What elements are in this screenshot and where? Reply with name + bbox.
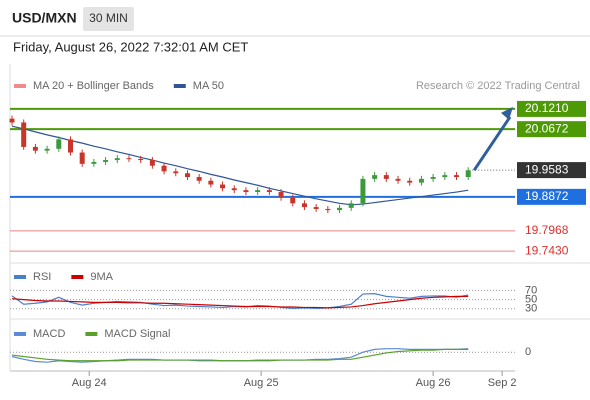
candle-body — [348, 203, 354, 208]
legend-label: MA 20 + Bollinger Bands — [33, 80, 154, 92]
level-label: 19.9583 — [525, 162, 569, 176]
legend-label: MACD Signal — [104, 328, 170, 340]
candle-body — [360, 178, 366, 204]
forecast-arrowhead — [501, 106, 513, 120]
level-label: 20.0672 — [525, 121, 569, 135]
candle-body — [173, 171, 179, 174]
candle-body — [138, 158, 144, 161]
candle-body — [337, 207, 343, 211]
level-box — [517, 162, 586, 179]
candle-body — [313, 207, 319, 209]
legend-swatch — [14, 84, 26, 88]
candle-body — [383, 175, 389, 179]
candle-body — [418, 178, 424, 183]
candle-body — [149, 160, 155, 166]
legend-swatch — [14, 275, 26, 279]
symbol: USD/MXN — [12, 10, 77, 26]
candle-body — [114, 158, 120, 161]
candle-body — [430, 176, 436, 179]
candle-body — [255, 190, 261, 193]
candle-body — [21, 122, 27, 147]
timestamp: Friday, August 26, 2022 7:32:01 AM CET — [13, 39, 248, 54]
candle-body — [243, 190, 249, 193]
candle-body — [79, 152, 85, 164]
candle-body — [9, 118, 15, 123]
y-tick-label: 30 — [525, 303, 537, 315]
credit: Research © 2022 Trading Central — [416, 80, 580, 92]
level-box — [517, 121, 586, 138]
candle-body — [278, 192, 284, 198]
x-tick-label: Aug 24 — [72, 377, 107, 389]
candle-body — [56, 139, 62, 149]
legend-swatch — [14, 332, 26, 336]
level-label: 19.8872 — [525, 189, 569, 203]
candle-body — [91, 161, 97, 164]
x-tick-label: Aug 25 — [244, 377, 279, 389]
candle-body — [465, 170, 471, 177]
x-tick-label: Sep 2 — [488, 377, 517, 389]
candle-body — [325, 208, 331, 211]
forecast-arrow — [472, 116, 512, 172]
candle-body — [67, 139, 73, 153]
candle-body — [395, 178, 401, 181]
legend-label: 9MA — [90, 271, 113, 283]
indicator-line — [11, 295, 469, 309]
level-box — [517, 188, 586, 205]
legend-swatch — [85, 332, 98, 336]
indicator-line — [11, 348, 469, 363]
legend-swatch — [173, 84, 186, 88]
interval-badge[interactable] — [83, 7, 134, 31]
level-label: 19.7968 — [525, 223, 569, 237]
legend-label: MACD — [33, 328, 65, 340]
candle-body — [220, 184, 226, 189]
candle-body — [103, 160, 109, 162]
legend-swatch — [71, 275, 84, 279]
candle-body — [161, 165, 167, 172]
level-box — [517, 100, 586, 117]
candle-body — [290, 197, 296, 204]
candle-body — [266, 190, 272, 193]
candle-body — [442, 175, 448, 177]
candle-body — [407, 180, 413, 183]
level-label: 19.7430 — [525, 243, 569, 257]
candle-body — [301, 203, 307, 208]
candle-body — [231, 188, 237, 191]
candle-body — [44, 148, 50, 151]
candle-body — [196, 176, 202, 181]
y-tick-label: 50 — [525, 294, 537, 306]
y-tick-label: 0 — [525, 346, 531, 358]
candle-body — [32, 146, 38, 151]
candle-body — [372, 175, 378, 179]
indicator-line — [11, 348, 469, 362]
y-tick-label: 70 — [525, 284, 537, 296]
x-tick-label: Aug 26 — [416, 377, 451, 389]
level-label: 20.1210 — [525, 101, 569, 115]
legend-label: MA 50 — [193, 80, 224, 92]
candle-body — [126, 158, 132, 160]
legend-label: RSI — [33, 271, 51, 283]
candle-body — [208, 180, 214, 185]
candle-body — [184, 173, 190, 177]
interval[interactable]: 30 MIN — [89, 11, 128, 25]
ma-line — [11, 125, 469, 206]
candle-body — [454, 175, 460, 177]
